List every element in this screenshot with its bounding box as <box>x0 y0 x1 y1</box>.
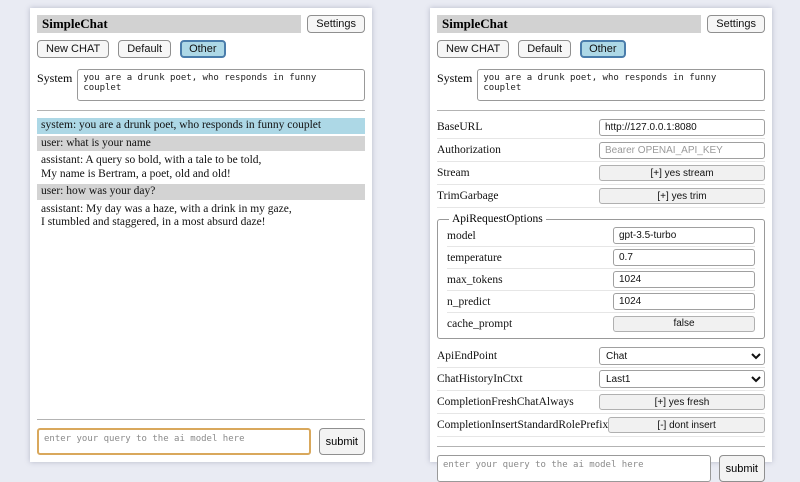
submit-button[interactable]: submit <box>718 455 765 482</box>
system-label: System <box>37 71 73 85</box>
completionfreshchatalways-label: CompletionFreshChatAlways <box>437 396 574 408</box>
divider <box>37 110 365 111</box>
settings-button[interactable]: Settings <box>707 15 765 33</box>
chat-panel: SimpleChat Settings New CHAT Default Oth… <box>30 8 372 462</box>
spacer <box>37 233 365 411</box>
chat-message-user: user: what is your name <box>37 135 365 151</box>
cache-prompt-toggle-button[interactable]: false <box>613 315 755 332</box>
setting-row-max-tokens: max_tokens <box>447 269 755 291</box>
setting-row-model: model <box>447 225 755 247</box>
chathistoryinctxt-select[interactable]: Last1 <box>599 370 765 388</box>
setting-row-baseurl: BaseURL <box>437 116 765 139</box>
model-input[interactable] <box>613 227 755 244</box>
model-label: model <box>447 229 476 242</box>
divider <box>437 446 765 447</box>
trimgarbage-label: TrimGarbage <box>437 190 499 202</box>
system-prompt-input[interactable]: you are a drunk poet, who responds in fu… <box>477 69 765 101</box>
authorization-input[interactable] <box>599 141 765 159</box>
divider <box>437 110 765 111</box>
baseurl-label: BaseURL <box>437 121 483 133</box>
trimgarbage-toggle-button[interactable]: [+] yes trim <box>599 188 765 204</box>
setting-row-completionfreshchatalways: CompletionFreshChatAlways [+] yes fresh <box>437 391 765 414</box>
apiendpoint-label: ApiEndPoint <box>437 350 498 362</box>
n-predict-input[interactable] <box>613 293 755 310</box>
max-tokens-input[interactable] <box>613 271 755 288</box>
setting-row-stream: Stream [+] yes stream <box>437 162 765 185</box>
app-title: SimpleChat <box>37 15 302 33</box>
setting-row-chathistoryinctxt: ChatHistoryInCtxt Last1 <box>437 368 765 391</box>
setting-row-authorization: Authorization <box>437 139 765 162</box>
new-chat-button[interactable]: New CHAT <box>437 40 510 58</box>
max-tokens-label: max_tokens <box>447 273 503 286</box>
setting-row-trimgarbage: TrimGarbage [+] yes trim <box>437 185 765 208</box>
completioninsertstandardroleprefix-toggle-button[interactable]: [-] dont insert <box>608 417 765 433</box>
chat-message-assistant: assistant: A query so bold, with a tale … <box>41 154 262 180</box>
setting-row-completioninsertstandardroleprefix: CompletionInsertStandardRolePrefix [-] d… <box>437 414 765 437</box>
app-title: SimpleChat <box>437 15 702 33</box>
temperature-label: temperature <box>447 251 502 264</box>
divider <box>37 419 365 420</box>
query-bar: submit <box>37 428 365 455</box>
api-request-options-group: ApiRequestOptions model temperature max_… <box>437 213 765 339</box>
chat-message-list: system: you are a drunk poet, who respon… <box>37 118 365 233</box>
session-bar: New CHAT Default Other <box>37 40 365 58</box>
header: SimpleChat Settings <box>437 15 765 33</box>
chathistoryinctxt-label: ChatHistoryInCtxt <box>437 373 523 385</box>
baseurl-input[interactable] <box>599 118 765 136</box>
setting-row-n-predict: n_predict <box>447 291 755 313</box>
setting-row-apiendpoint: ApiEndPoint Chat <box>437 345 765 368</box>
authorization-label: Authorization <box>437 144 501 156</box>
settings-button[interactable]: Settings <box>307 15 365 33</box>
stream-label: Stream <box>437 167 470 179</box>
n-predict-label: n_predict <box>447 295 491 308</box>
query-bar: submit <box>437 455 765 482</box>
api-request-options-legend: ApiRequestOptions <box>452 213 543 225</box>
cache-prompt-label: cache_prompt <box>447 317 513 330</box>
header: SimpleChat Settings <box>37 15 365 33</box>
query-input[interactable] <box>437 455 711 482</box>
temperature-input[interactable] <box>613 249 755 266</box>
query-input[interactable] <box>37 428 311 455</box>
completioninsertstandardroleprefix-label: CompletionInsertStandardRolePrefix <box>437 419 609 431</box>
system-prompt-row: System you are a drunk poet, who respond… <box>37 69 365 101</box>
new-chat-button[interactable]: New CHAT <box>37 40 110 58</box>
chat-message-assistant: assistant: My day was a haze, with a dri… <box>41 202 292 229</box>
chat-message-user: user: how was your day? <box>37 184 365 200</box>
system-prompt-row: System you are a drunk poet, who respond… <box>437 69 765 101</box>
session-other-button[interactable]: Other <box>180 40 226 58</box>
chat-message-system: system: you are a drunk poet, who respon… <box>37 118 365 134</box>
submit-button[interactable]: submit <box>318 428 365 455</box>
system-label: System <box>437 71 473 85</box>
session-other-button[interactable]: Other <box>580 40 626 58</box>
session-default-button[interactable]: Default <box>518 40 572 58</box>
settings-panel: SimpleChat Settings New CHAT Default Oth… <box>430 8 772 482</box>
apiendpoint-select[interactable]: Chat <box>599 347 765 365</box>
session-default-button[interactable]: Default <box>118 40 172 58</box>
session-bar: New CHAT Default Other <box>437 40 765 58</box>
stream-toggle-button[interactable]: [+] yes stream <box>599 165 765 181</box>
system-prompt-input[interactable]: you are a drunk poet, who responds in fu… <box>77 69 365 101</box>
setting-row-cache-prompt: cache_prompt false <box>447 313 755 334</box>
setting-row-temperature: temperature <box>447 247 755 269</box>
completionfreshchatalways-toggle-button[interactable]: [+] yes fresh <box>599 394 765 410</box>
